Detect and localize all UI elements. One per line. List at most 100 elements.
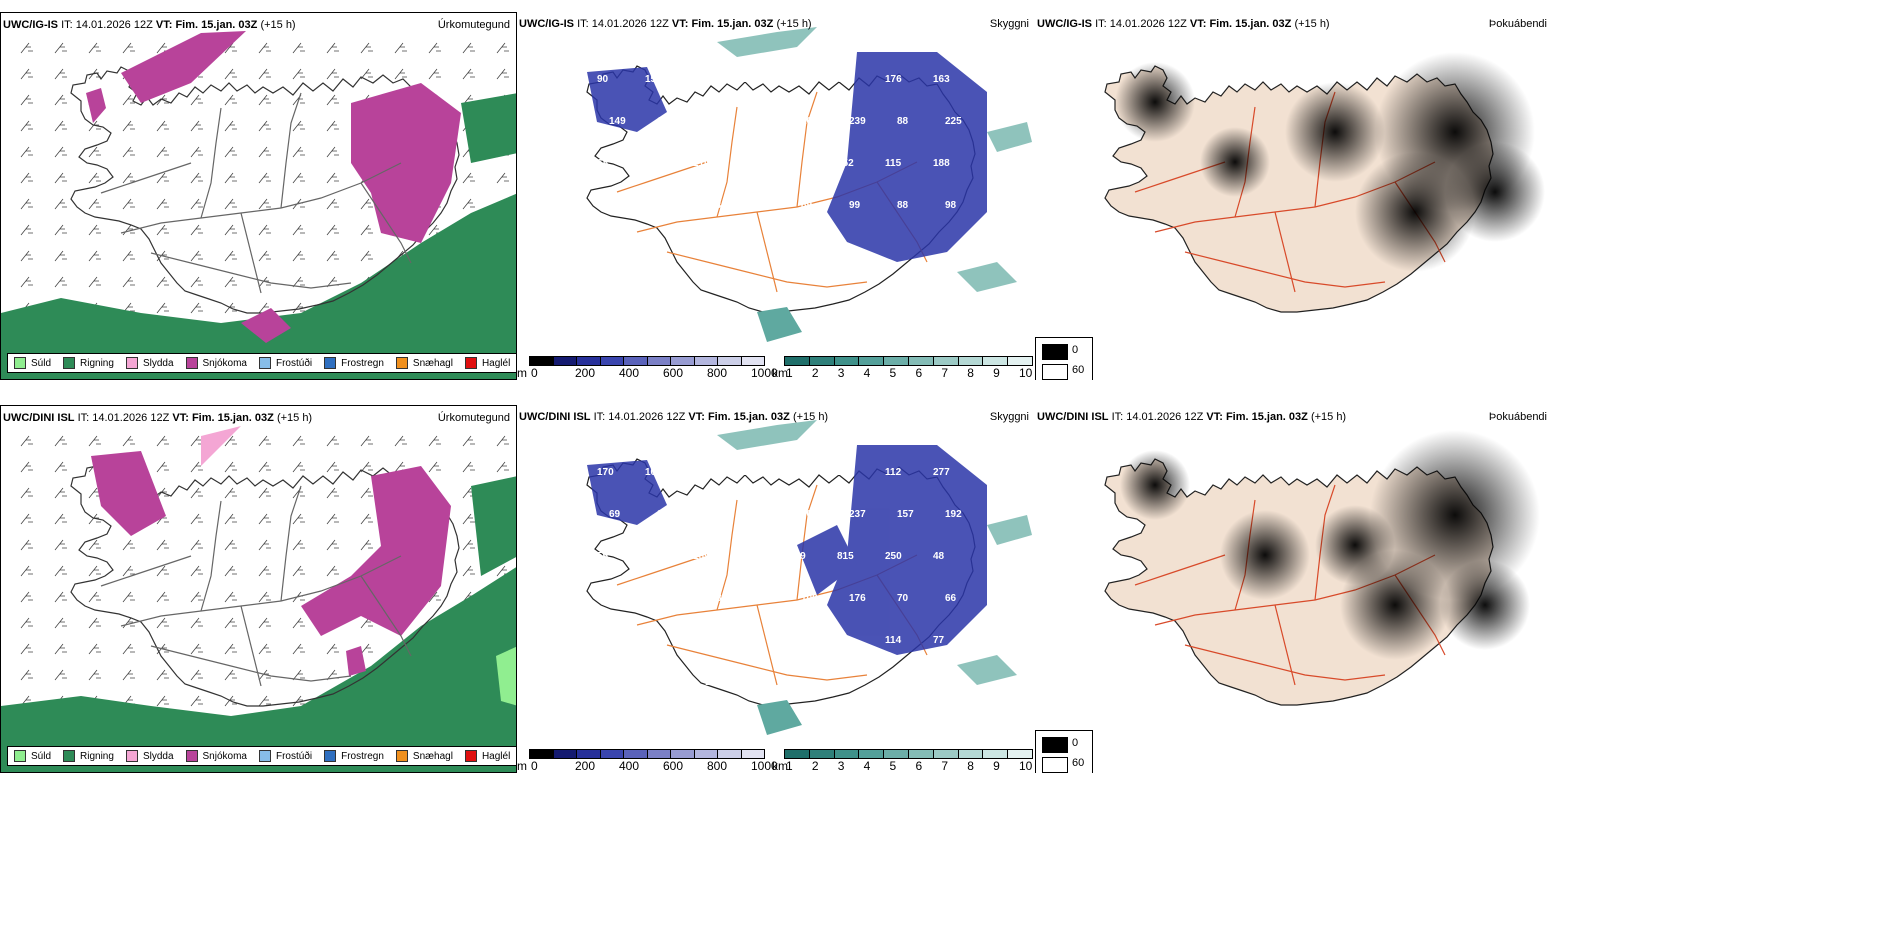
legend-swatch xyxy=(125,750,138,762)
colorbar-tick: 1000 xyxy=(751,366,778,380)
cloud-base-label: 163 xyxy=(933,74,950,85)
colorbar-tick: 2 xyxy=(811,759,819,773)
colorbar-segment xyxy=(958,750,984,758)
legend-swatch xyxy=(258,750,271,762)
colorbar-segment xyxy=(694,357,718,365)
colorbar-segment xyxy=(671,750,695,758)
fog-legend-swatch xyxy=(1042,757,1068,773)
colorbar-segment xyxy=(600,750,624,758)
legend-label: Frostregn xyxy=(341,750,384,762)
legend-swatch xyxy=(464,750,477,762)
legend-swatch xyxy=(14,357,26,369)
colorbar-tick: 6 xyxy=(915,759,923,773)
cloud-base-label: 162 xyxy=(801,116,818,127)
map-fog xyxy=(1104,430,1540,706)
panel-cloud-base-top: 90 152 207 238 186 80 176 163 149 135 56 134 162 239 8… xyxy=(517,12,1035,380)
panel-header: UWC/IG-IS IT: 14.01.2026 12Z VT: Fim. 15… xyxy=(1037,18,1330,30)
colorbar-unit: m xyxy=(517,366,527,380)
cloud-base-label: 113 xyxy=(705,200,722,211)
colorbar-unit: km xyxy=(772,759,788,773)
legend-swatch xyxy=(14,750,26,762)
cloud-base-label: 214 xyxy=(753,509,770,520)
fog-legend-swatch xyxy=(1042,737,1068,753)
cloud-base-label: 175 xyxy=(657,593,674,604)
colorbar-segment xyxy=(647,750,671,758)
colorbar-tick: 1 xyxy=(786,366,793,380)
cloud-base-label: 152 xyxy=(645,74,662,85)
cloud-base-label: 165 xyxy=(741,635,758,646)
cloud-base-label: 70 xyxy=(897,593,909,604)
cloud-base-label: 152 xyxy=(837,158,854,169)
precip-legend-item: Súld xyxy=(14,750,51,762)
panel-title: Úrkomutegund xyxy=(437,412,510,424)
colorbar-tick: 800 xyxy=(707,759,728,773)
colorbar-tick: 1 xyxy=(786,759,793,773)
cloud-base-label: 859 xyxy=(789,551,806,562)
colorbar-segment xyxy=(577,750,601,758)
cloud-base-label: 225 xyxy=(945,116,962,127)
cloud-base-label: 105 xyxy=(645,467,662,478)
colorbar-tick: 400 xyxy=(619,759,640,773)
fog-legend: 0 60 xyxy=(1035,730,1093,773)
colorbar-strip xyxy=(529,356,765,366)
colorbar-segment xyxy=(600,357,624,365)
cloud-base-label: 149 xyxy=(609,116,626,127)
legend-swatch xyxy=(63,357,76,369)
colorbar-segment xyxy=(1008,750,1032,758)
fog-legend-value: 0 xyxy=(1072,344,1079,356)
colorbar-segment xyxy=(983,357,1009,365)
cloud-base-label: 207 xyxy=(693,74,710,85)
colorbar-segment xyxy=(553,750,577,758)
colorbar-tick: 6 xyxy=(915,366,923,380)
colorbar-segment xyxy=(624,357,648,365)
cloud-base-label: 103 xyxy=(741,158,758,169)
cloud-base-label: 176 xyxy=(885,74,902,85)
precip-legend-item: Rigning xyxy=(63,750,114,762)
panel-header: UWC/DINI ISL IT: 14.01.2026 12Z VT: Fim.… xyxy=(3,412,313,424)
colorbar-tick: 600 xyxy=(663,366,684,380)
panel-title: Skyggni xyxy=(989,18,1029,30)
precip-legend-item: Haglél xyxy=(464,750,510,762)
colorbar-tick: 9 xyxy=(993,759,1000,773)
legend-swatch xyxy=(464,357,477,369)
cloud-base-label: 88 xyxy=(897,200,909,211)
cloud-base-label: 201 xyxy=(645,158,662,169)
cloud-base-label: 210 xyxy=(693,158,710,169)
cloud-base-label: 938 xyxy=(705,593,722,604)
precip-legend-item: Súld xyxy=(14,357,51,369)
fog-legend-value: 60 xyxy=(1072,364,1085,376)
colorbar-segment xyxy=(884,750,909,758)
panel-title: Úrkomutegund xyxy=(437,19,510,31)
colorbar-tick: 9 xyxy=(993,366,1000,380)
legend-swatch xyxy=(258,357,271,369)
colorbar-unit: km xyxy=(772,366,788,380)
colorbar-tick: 8 xyxy=(967,366,974,380)
cloud-base-label: 55 xyxy=(597,551,609,562)
precip-legend-item: Slydda xyxy=(125,750,174,762)
fog-legend-value: 60 xyxy=(1072,757,1085,769)
cloud-base-label: 134 xyxy=(753,116,770,127)
cloud-base-label: 163 xyxy=(705,509,722,520)
cloud-base-label: 238 xyxy=(741,74,758,85)
colorbar-tick: 7 xyxy=(941,759,949,773)
cloud-base-label: 286 xyxy=(645,551,662,562)
cloud-base-label: 99 xyxy=(849,200,861,211)
legend-swatch xyxy=(395,357,408,369)
colorbar-tick: 5 xyxy=(889,759,897,773)
colorbar-tick: 7 xyxy=(941,366,949,380)
colorbar-segment xyxy=(908,357,934,365)
fog-legend: 0 60 xyxy=(1035,337,1093,380)
colorbar-segment xyxy=(741,357,764,365)
colorbar-tick: 600 xyxy=(663,759,684,773)
map-cloud-base: 170 105 264 198 106 255 112 277 69 288 163 214 905 23… xyxy=(586,420,1032,735)
colorbar-segment xyxy=(624,750,648,758)
colorbar-segment xyxy=(809,750,835,758)
cloud-base-label: 108 xyxy=(609,593,626,604)
cloud-base-label: 176 xyxy=(849,593,866,604)
colorbar-m: m 0 200 400 600 800 1000 xyxy=(517,356,778,380)
colorbar-tick: 3 xyxy=(837,759,845,773)
cloud-base-label: 114 xyxy=(885,635,902,646)
cloud-base-label: 255 xyxy=(837,467,854,478)
panel-precip-type-top: UWC/IG-IS IT: 14.01.2026 12Z VT: Fim. 15… xyxy=(0,12,517,380)
colorbar-tick: 10 xyxy=(1019,759,1033,773)
